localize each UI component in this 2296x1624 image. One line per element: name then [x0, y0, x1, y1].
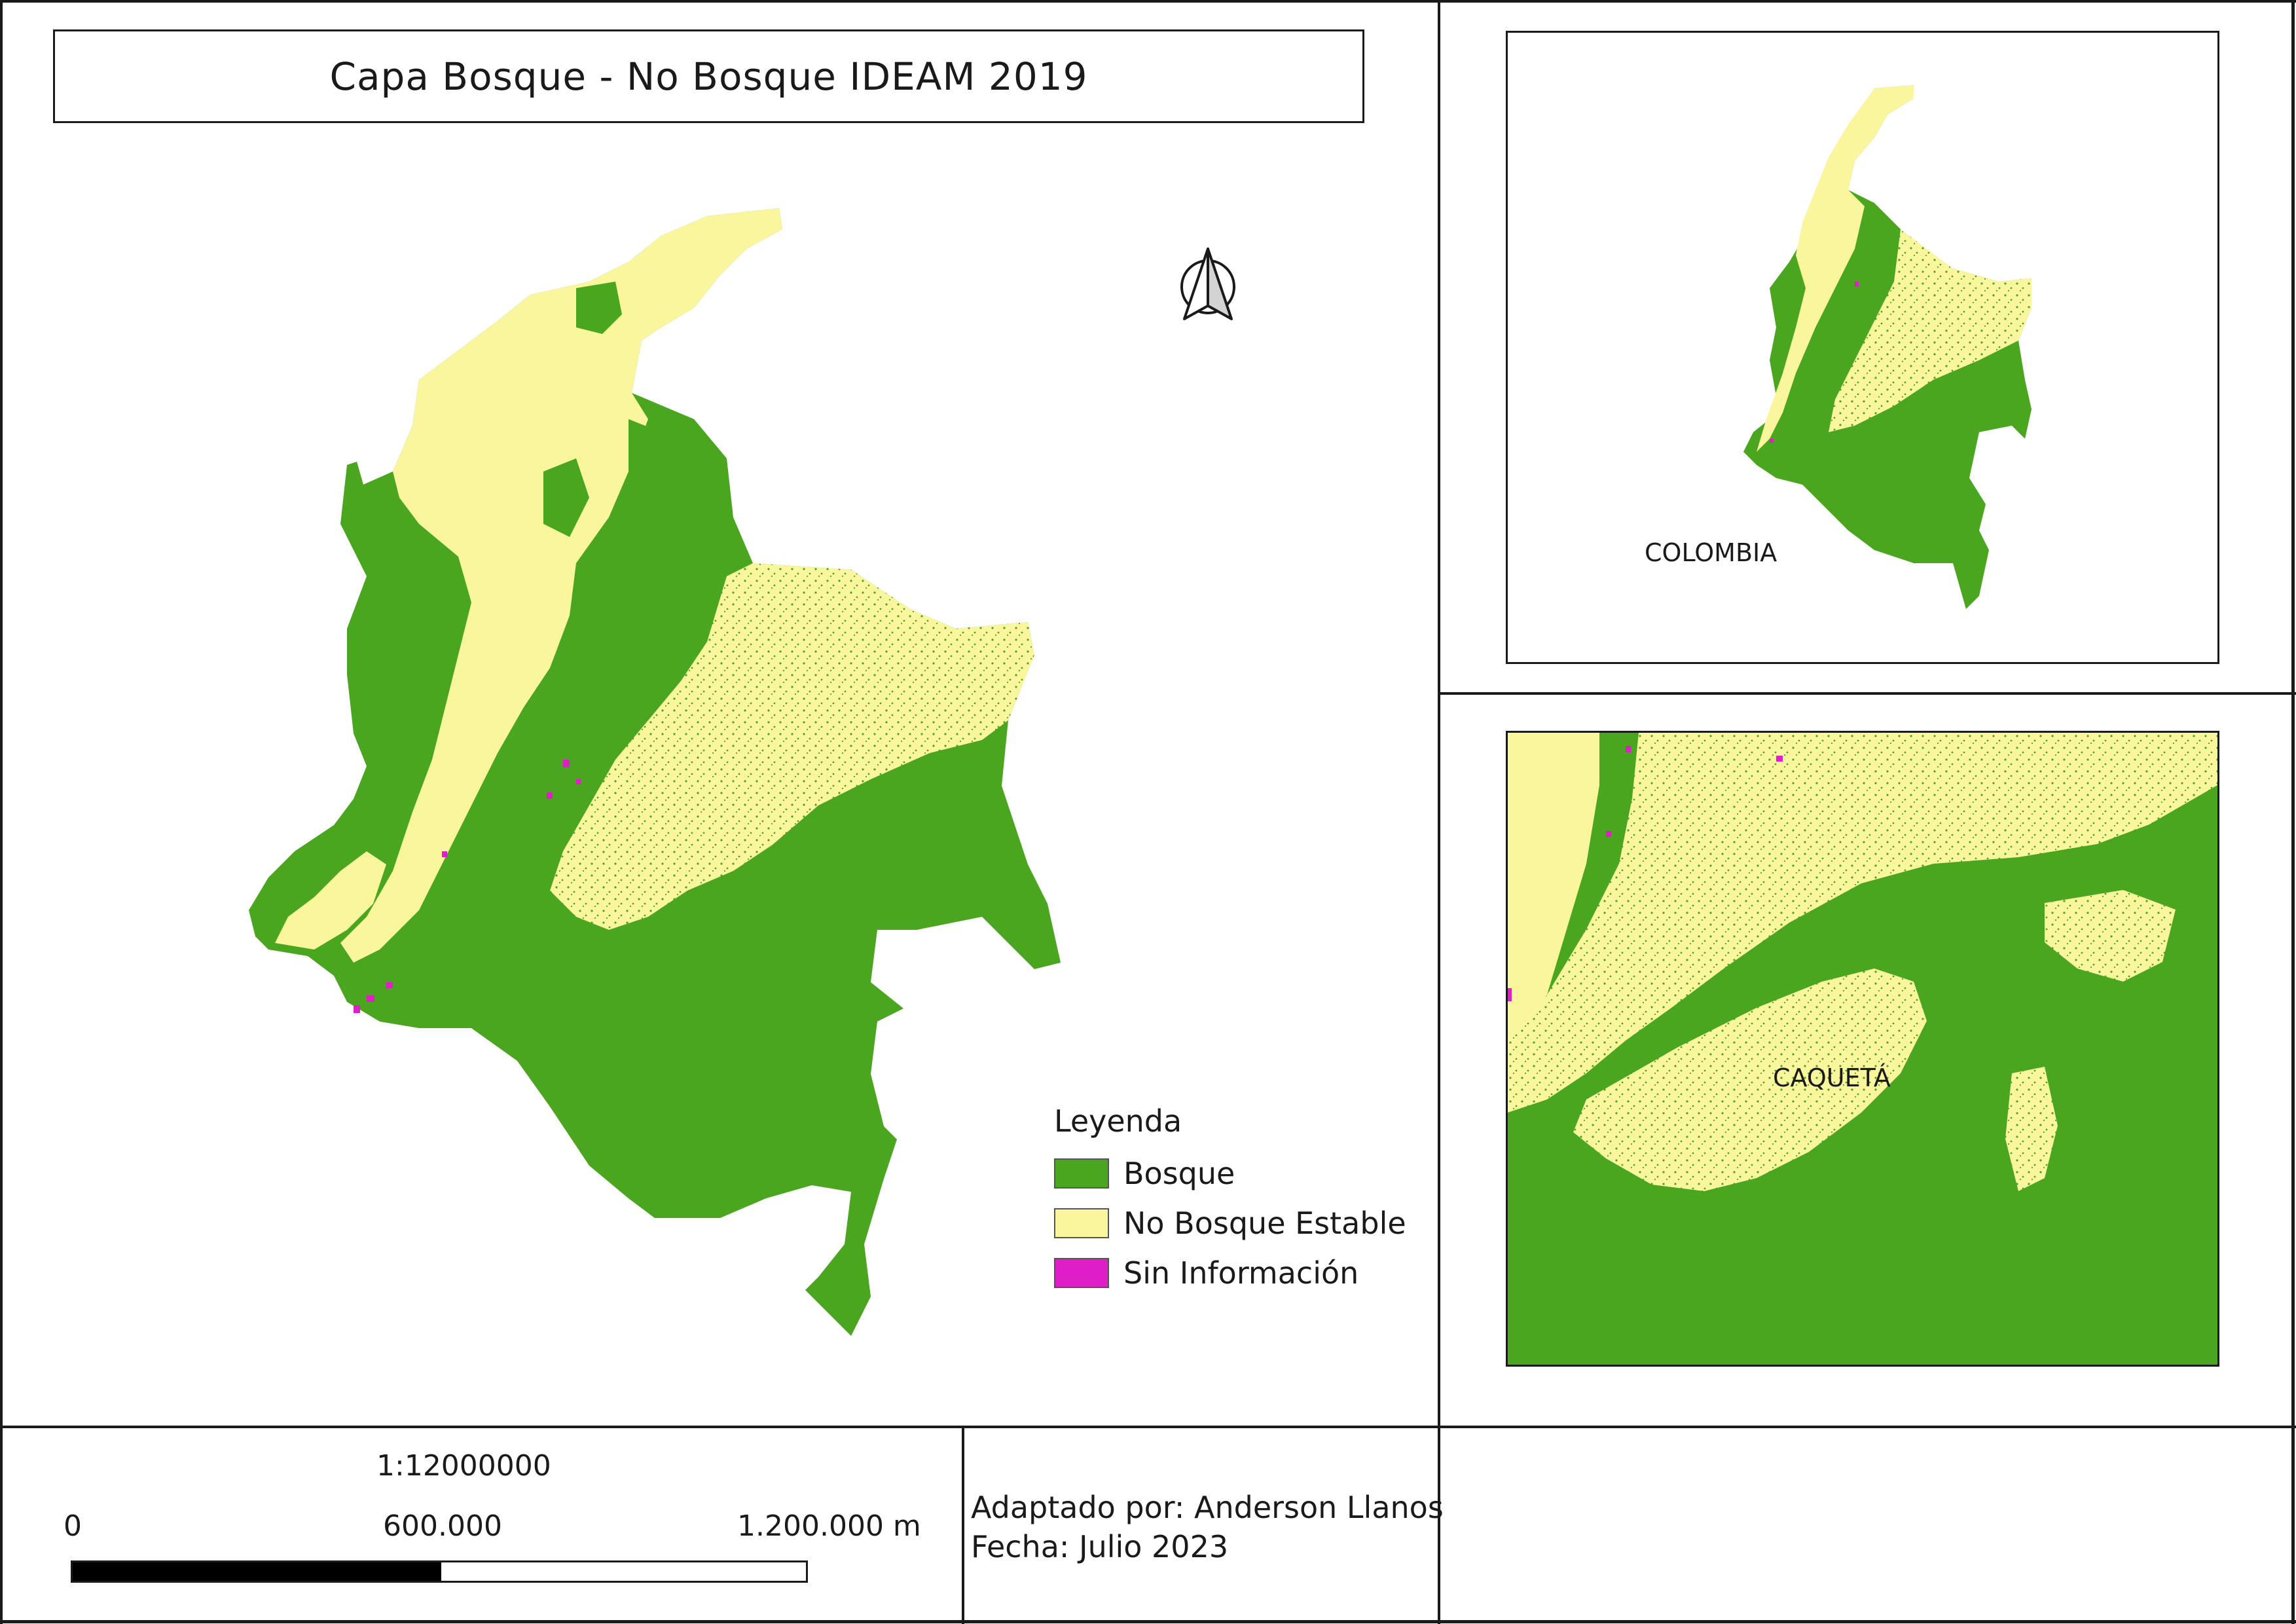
legend-label-sin-info: Sin Información — [1123, 1255, 1359, 1291]
forest-sierra-nevada — [576, 282, 622, 334]
scale-tick-1200: 1.200.000 m — [737, 1509, 921, 1543]
forest-central-patch — [543, 458, 589, 537]
footer-divider — [0, 1426, 2296, 1428]
legend-swatch-bosque — [1054, 1158, 1109, 1189]
outer-border-left — [0, 0, 3, 1624]
scale-bar — [71, 1560, 808, 1583]
vertical-divider — [1438, 0, 1440, 1624]
legend-item-no-bosque: No Bosque Estable — [1054, 1206, 1406, 1241]
outer-border-top — [0, 0, 2296, 3]
forest-east-cordillera — [622, 419, 694, 576]
legend-item-bosque: Bosque — [1054, 1156, 1235, 1191]
scale-bar-filled-segment — [73, 1562, 441, 1581]
inset-caqueta-map — [1508, 733, 2217, 1365]
outer-border-bottom — [0, 1620, 2296, 1623]
inset-colombia-label: COLOMBIA — [1645, 538, 1777, 567]
inset-colombia-map — [1743, 85, 2032, 609]
no-forest-andes — [432, 485, 563, 832]
no-forest-pacific-strip — [275, 851, 386, 950]
right-horizontal-divider — [1438, 692, 2296, 695]
credit-author: Adaptado por: Anderson Llanos — [971, 1490, 1444, 1525]
no-forest-llanos — [550, 563, 1034, 930]
scale-tick-0: 0 — [64, 1509, 82, 1543]
map-title: Capa Bosque - No Bosque IDEAM 2019 — [329, 54, 1088, 99]
inset-caqueta-label: CAQUETÁ — [1773, 1063, 1891, 1092]
legend-item-sin-info: Sin Información — [1054, 1255, 1359, 1291]
legend-label-bosque: Bosque — [1123, 1156, 1235, 1191]
no-information-specks — [354, 760, 581, 1013]
credit-date: Fecha: Julio 2023 — [971, 1529, 1229, 1564]
legend-title: Leyenda — [1054, 1103, 1182, 1139]
scale-tick-600: 600.000 — [383, 1509, 502, 1543]
outer-border-right — [2291, 0, 2295, 1624]
inset-colombia-frame — [1506, 31, 2219, 664]
footer-vertical-divider — [962, 1426, 964, 1624]
legend-swatch-sin-info — [1054, 1258, 1109, 1288]
north-arrow-icon — [1180, 248, 1235, 320]
title-box — [53, 29, 1364, 123]
colombia-forest-map — [249, 208, 1061, 1336]
inset-caqueta-frame — [1506, 731, 2219, 1367]
scale-ratio: 1:12000000 — [376, 1449, 551, 1483]
legend-swatch-no-bosque — [1054, 1208, 1109, 1238]
legend-label-no-bosque: No Bosque Estable — [1123, 1206, 1406, 1241]
